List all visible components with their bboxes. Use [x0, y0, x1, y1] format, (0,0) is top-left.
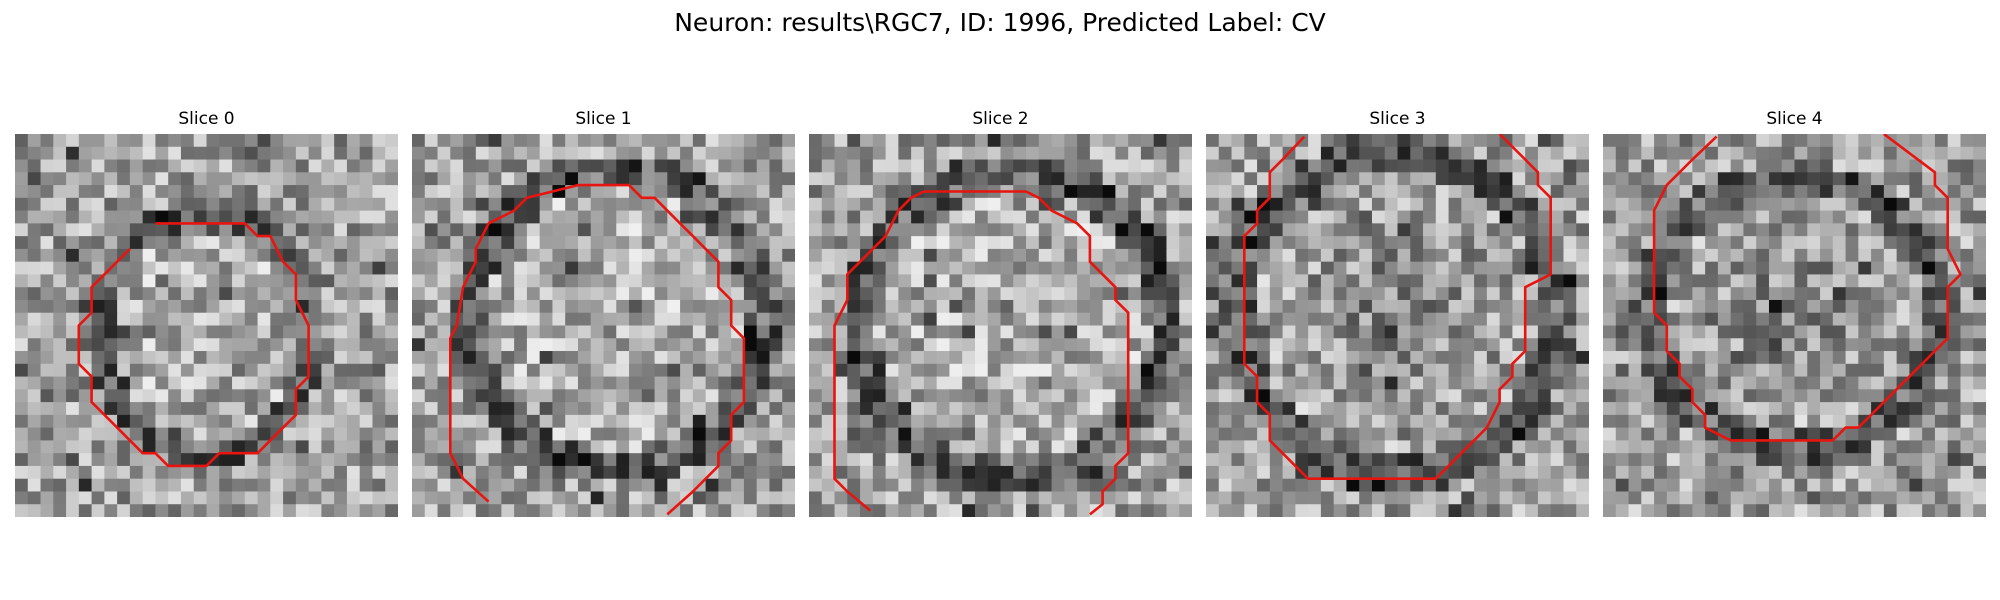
slice-title: Slice 2: [972, 109, 1029, 129]
segmentation-contour: [77, 222, 310, 468]
slice-image: [15, 134, 398, 517]
segmentation-contour: [1242, 134, 1553, 481]
slice-title: Slice 0: [178, 109, 235, 129]
slice-image: [412, 134, 795, 517]
slice-image: [1603, 134, 1986, 517]
slice-image: [809, 134, 1192, 517]
figure-title: Neuron: results\RGC7, ID: 1996, Predicte…: [674, 8, 1326, 37]
slice-title: Slice 1: [575, 109, 632, 129]
segmentation-contour: [448, 183, 746, 516]
slice-title: Slice 3: [1369, 109, 1426, 129]
slice-image: [1206, 134, 1589, 517]
segmentation-contour: [833, 190, 1130, 516]
slice-title: Slice 4: [1766, 109, 1823, 129]
segmentation-contour: [1652, 134, 1962, 442]
